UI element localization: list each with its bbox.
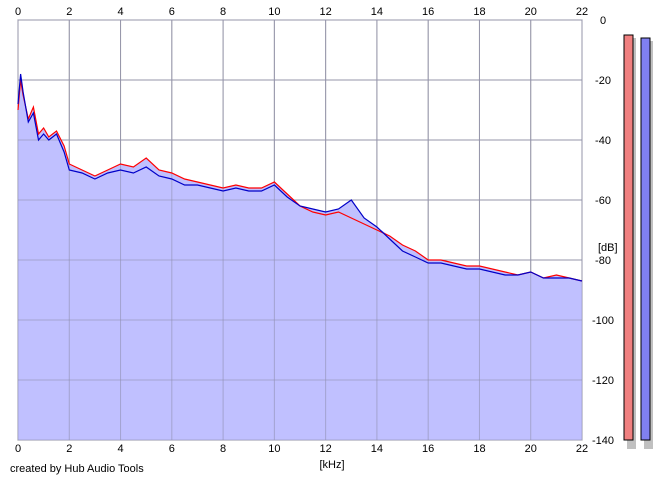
y-tick-label: 0 (600, 15, 606, 27)
x-tick-label: 20 (525, 6, 537, 18)
x-tick-label: 4 (117, 6, 123, 18)
footer-credit: created by Hub Audio Tools (10, 463, 144, 475)
x-tick-label-bottom: 8 (220, 443, 226, 455)
x-tick-label-bottom: 4 (117, 443, 123, 455)
x-tick-label-bottom: 2 (66, 443, 72, 455)
x-tick-label: 6 (169, 6, 175, 18)
grid-overlay (17, 19, 583, 441)
y-tick-label: -80 (595, 255, 611, 267)
x-tick-label-bottom: 20 (525, 443, 537, 455)
x-tick-label-bottom: 10 (268, 443, 280, 455)
y-tick-label: -40 (595, 135, 611, 147)
y-tick-label: -60 (595, 195, 611, 207)
y-axis-ticks: 0 -20 -40 -60 -80 -100 -120 -140 (592, 15, 614, 447)
x-tick-label: 14 (371, 6, 383, 18)
y-tick-label: -20 (595, 75, 611, 87)
x-axis-label: [kHz] (319, 459, 344, 471)
x-tick-label: 2 (66, 6, 72, 18)
y-axis-label: [dB] (598, 242, 618, 254)
x-tick-label-bottom: 14 (371, 443, 383, 455)
x-tick-label-bottom: 0 (15, 443, 21, 455)
x-tick-label: 0 (15, 6, 21, 18)
x-tick-label-bottom: 16 (422, 443, 434, 455)
x-tick-label: 10 (268, 6, 280, 18)
y-tick-label: -120 (592, 375, 614, 387)
y-tick-label: -100 (592, 315, 614, 327)
right-level-meter (640, 37, 651, 441)
x-tick-label: 16 (422, 6, 434, 18)
x-tick-label: 22 (576, 6, 588, 18)
x-tick-label: 18 (473, 6, 485, 18)
x-tick-label: 8 (220, 6, 226, 18)
x-tick-label-bottom: 6 (169, 443, 175, 455)
level-meters (623, 34, 653, 449)
x-tick-label: 12 (320, 6, 332, 18)
y-tick-label: -140 (592, 435, 614, 447)
right-channel-line (17, 73, 583, 282)
x-tick-label-bottom: 22 (576, 443, 588, 455)
spectrum-fill-area (18, 74, 582, 440)
x-tick-label-bottom: 12 (320, 443, 332, 455)
left-channel-line (17, 79, 583, 282)
x-tick-label-bottom: 18 (473, 443, 485, 455)
x-axis-ticks: 0 2 4 6 8 10 12 14 16 18 20 22 0 2 4 6 8 10 12 14 16 18 20 22 (15, 6, 588, 455)
left-level-meter (623, 34, 634, 441)
